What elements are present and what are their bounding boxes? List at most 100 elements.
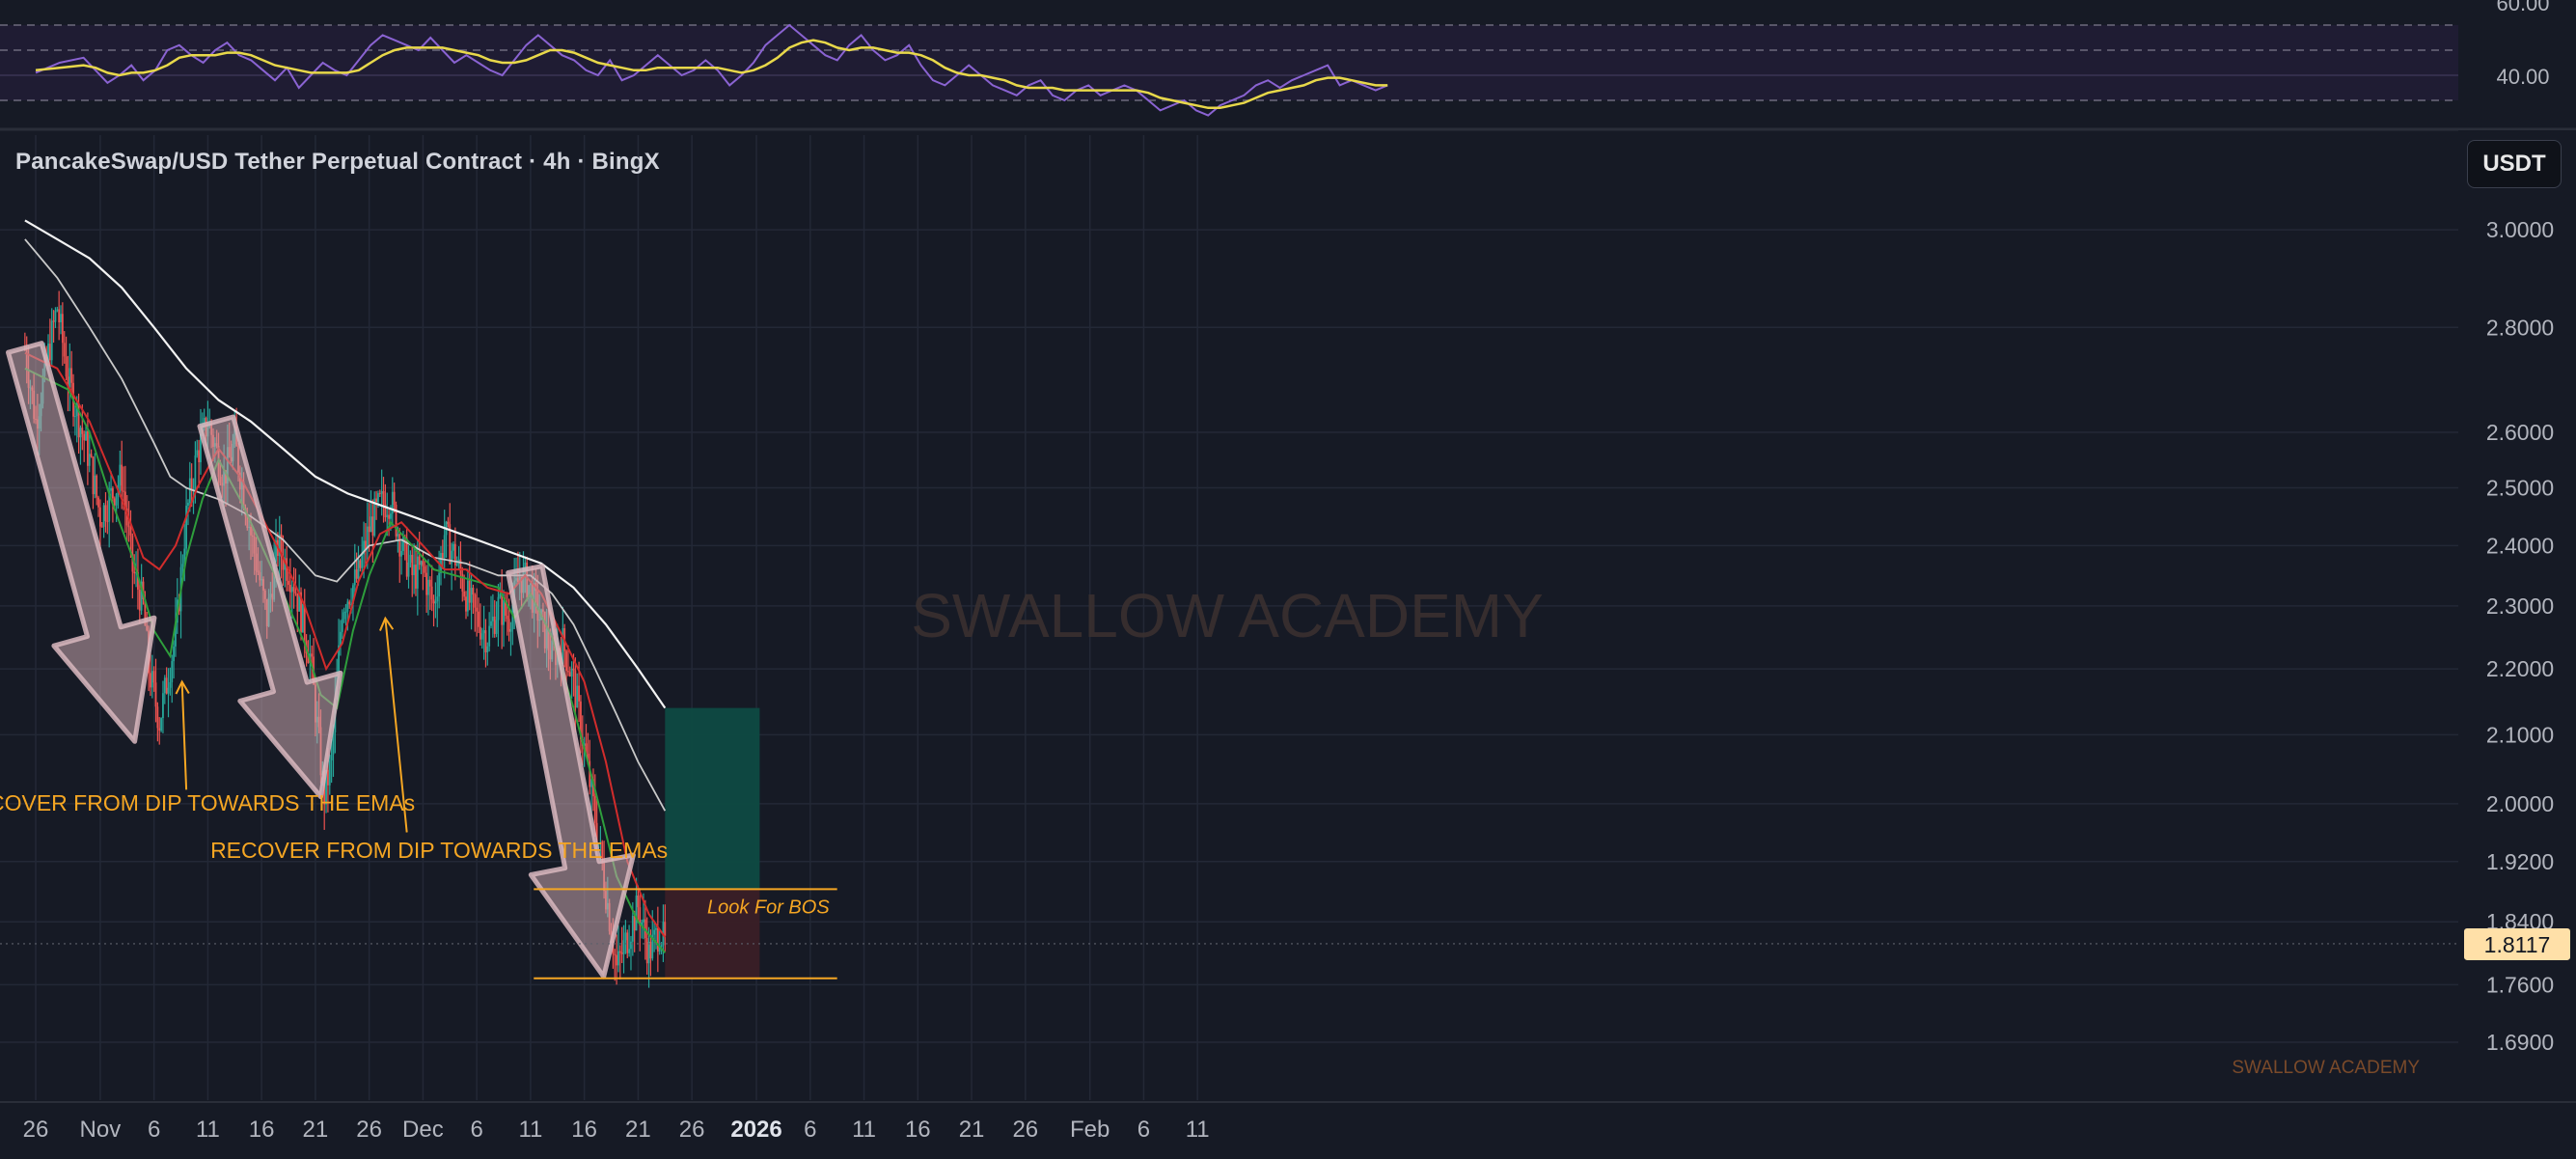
candle-body (583, 743, 586, 746)
price-tick-label: 2.0000 (2486, 791, 2554, 816)
candle-body (493, 616, 496, 634)
time-tick-label[interactable]: 2026 (730, 1117, 781, 1143)
currency-selector[interactable]: USDT (2467, 140, 2562, 188)
annotation-pointer-1 (180, 681, 188, 790)
ema-line-mid (24, 351, 667, 938)
candle-body (104, 505, 107, 521)
candle-body (371, 516, 374, 536)
last-price-badge (2464, 927, 2570, 960)
candle-body (99, 507, 101, 527)
candle-body (67, 376, 69, 388)
rsi-line (35, 23, 1388, 117)
time-tick-label[interactable]: 21 (625, 1117, 651, 1143)
candle-body (328, 759, 331, 786)
time-tick-label[interactable]: 16 (249, 1117, 275, 1143)
candle-body (432, 599, 435, 604)
time-tick-label[interactable]: 11 (852, 1117, 876, 1143)
candle-body (440, 552, 442, 573)
time-tick-label[interactable]: 26 (679, 1117, 705, 1143)
candle-body (171, 661, 174, 682)
candle-body (75, 402, 78, 417)
time-tick-label[interactable]: 21 (959, 1117, 985, 1143)
candle-body (476, 607, 479, 612)
candle-body (183, 548, 186, 565)
candle-body (286, 558, 288, 581)
candle-body (311, 653, 314, 657)
time-tick-label[interactable]: 11 (196, 1117, 220, 1143)
annotation-text-2: RECOVER FROM DIP TOWARDS THE EMAs (210, 838, 668, 863)
time-tick-label[interactable]: 6 (804, 1117, 816, 1143)
candle-body (52, 320, 55, 322)
time-tick-label[interactable]: 11 (1186, 1117, 1210, 1143)
candle-body (185, 505, 187, 549)
ema-line-slow (24, 219, 667, 709)
time-tick-label[interactable]: 16 (905, 1117, 931, 1143)
candle-body (466, 580, 469, 612)
candle-body (158, 728, 161, 731)
candle-body (167, 687, 170, 694)
candle-body (112, 488, 114, 499)
candle-body (418, 556, 421, 566)
candle-body (463, 591, 466, 597)
candle-body (288, 585, 291, 593)
candle-body (165, 677, 168, 694)
candle-body (290, 587, 293, 593)
candle-body (443, 535, 446, 559)
price-tick-label: 2.1000 (2486, 722, 2554, 747)
candle-body (509, 628, 512, 632)
time-tick-label[interactable]: Feb (1070, 1117, 1110, 1143)
candle-body (359, 560, 362, 568)
candle-body (449, 524, 452, 565)
candle-body (115, 493, 118, 506)
candle-body (346, 601, 349, 612)
chart-title: PancakeSwap/USD Tether Perpetual Contrac… (15, 149, 660, 175)
candle-body (378, 493, 381, 495)
candle-body (344, 611, 347, 613)
time-tick-label[interactable]: 6 (148, 1117, 160, 1143)
time-tick-label[interactable]: 26 (23, 1117, 49, 1143)
candle-body (169, 681, 172, 688)
time-tick-label[interactable]: 6 (1137, 1117, 1150, 1143)
price-tick-label: 1.7600 (2486, 972, 2554, 997)
candle-body (405, 538, 408, 577)
time-tick-label[interactable]: Dec (402, 1117, 444, 1143)
candle-body (175, 622, 177, 647)
time-tick-label[interactable]: 6 (470, 1117, 482, 1143)
candle-body (416, 556, 419, 589)
time-tick-label[interactable]: 11 (518, 1117, 542, 1143)
candle-body (92, 456, 95, 495)
candle-body (129, 527, 132, 536)
candle-body (424, 566, 426, 573)
candle-body (484, 630, 487, 653)
candle-body (96, 475, 98, 498)
ema-line-slow-2 (24, 238, 667, 812)
time-tick-label[interactable]: 26 (356, 1117, 382, 1143)
price-axis-bg (2458, 130, 2576, 1154)
candle-body (637, 895, 640, 908)
candle-body (422, 561, 425, 567)
candle-body (490, 621, 492, 626)
watermark-corner: SWALLOW ACADEMY (2232, 1058, 2420, 1078)
candle-body (284, 558, 287, 570)
candle-body (574, 670, 577, 708)
candle-body (77, 402, 80, 438)
candle-body (468, 580, 471, 603)
candle-body (479, 626, 481, 640)
candle-body (363, 540, 365, 555)
level-label-bos: Look For BOS (707, 897, 830, 918)
candle-body (455, 564, 458, 566)
candle-body (660, 945, 663, 948)
time-tick-label[interactable]: 21 (303, 1117, 329, 1143)
time-tick-label[interactable]: 16 (571, 1117, 597, 1143)
candle-body (88, 454, 91, 466)
candle-body (200, 433, 202, 462)
candle-body (430, 586, 433, 600)
candle-body (288, 580, 289, 586)
candle-body (453, 543, 456, 566)
candle-body (427, 579, 429, 595)
time-tick-label[interactable]: 26 (1012, 1117, 1038, 1143)
rsi-ma-line (35, 39, 1388, 110)
time-tick-label[interactable]: Nov (80, 1117, 122, 1143)
candle-body (628, 949, 631, 953)
